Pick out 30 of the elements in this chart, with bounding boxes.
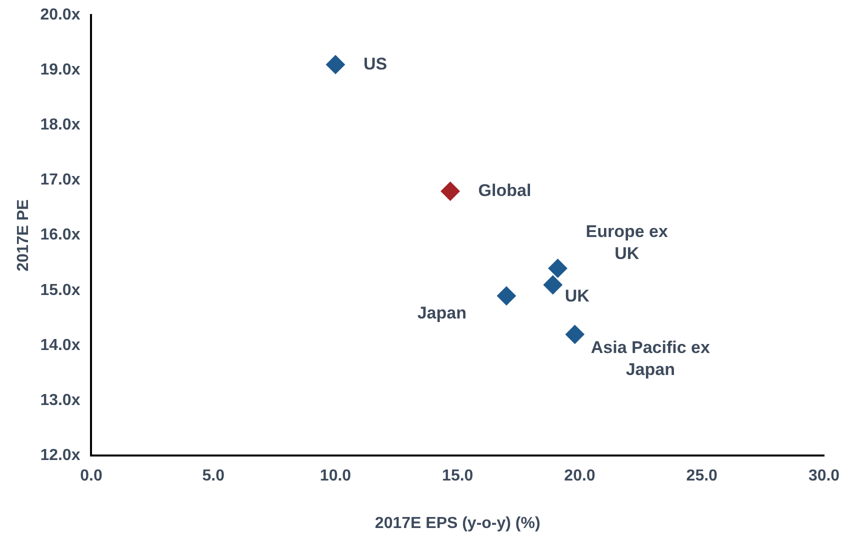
point bbox=[440, 182, 460, 201]
series-label: UK bbox=[564, 286, 590, 306]
y-axis-title: 2017E PE bbox=[15, 198, 32, 272]
x-tick-label: 25.0 bbox=[686, 468, 718, 485]
x-tick-label: 15.0 bbox=[442, 468, 474, 485]
x-tick-label: 5.0 bbox=[202, 468, 225, 485]
y-tick-label: 13.0x bbox=[40, 392, 80, 409]
y-tick-label: 12.0x bbox=[40, 447, 80, 464]
point bbox=[548, 258, 568, 278]
y-tick-label: 16.0x bbox=[40, 226, 80, 244]
point bbox=[326, 55, 345, 74]
x-axis-title: 2017E EPS (y-o-y) (%) bbox=[374, 514, 540, 532]
y-tick-label: 15.0x bbox=[40, 282, 80, 299]
series-label: Japan bbox=[417, 304, 466, 323]
x-tick-label: 10.0 bbox=[320, 468, 352, 485]
point bbox=[543, 275, 562, 294]
y-tick-label: 17.0x bbox=[40, 172, 80, 189]
y-tick-label: 20.0x bbox=[40, 6, 80, 24]
y-tick-label: 19.0x bbox=[40, 61, 80, 78]
y-tick-label: 14.0x bbox=[40, 336, 80, 354]
x-tick-label: 30.0 bbox=[808, 468, 840, 485]
x-tick-label: 20.0 bbox=[564, 468, 596, 485]
point bbox=[496, 286, 516, 306]
point bbox=[565, 324, 584, 344]
y-tick-label: 18.0x bbox=[40, 116, 80, 134]
series-label: Global bbox=[478, 180, 532, 200]
series-label: US bbox=[363, 54, 388, 74]
series-label: Europe ex UK bbox=[586, 222, 668, 264]
series-label: Asia Pacific ex Japan bbox=[590, 338, 710, 380]
x-tick-label: 0.0 bbox=[80, 468, 102, 485]
